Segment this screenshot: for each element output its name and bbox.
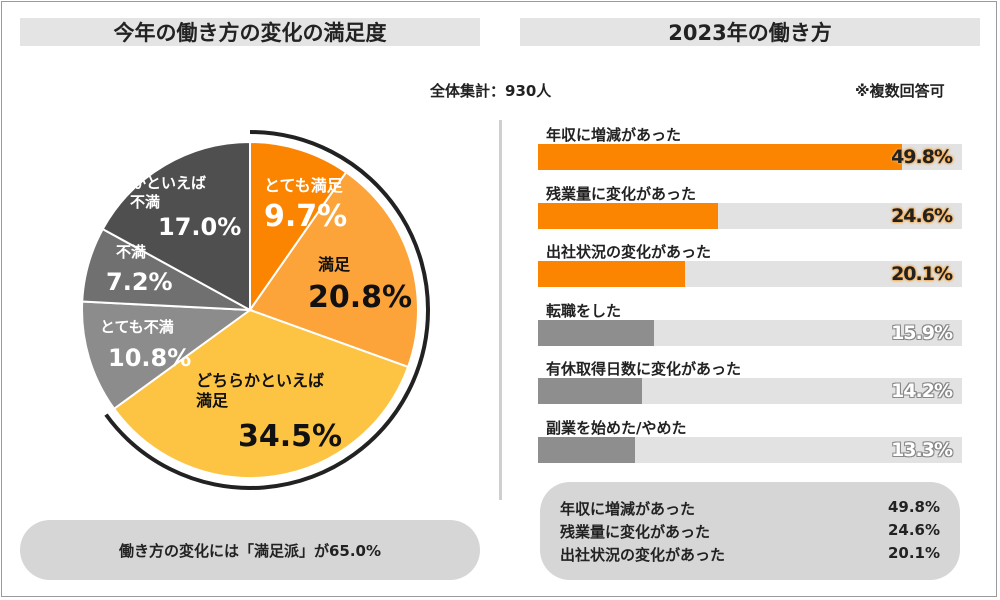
bar-track bbox=[538, 319, 962, 346]
pie-slice-name: 不満 bbox=[116, 243, 146, 261]
divider bbox=[499, 120, 502, 500]
pie-slice bbox=[249, 140, 348, 314]
bar-value: 49.8% bbox=[891, 146, 953, 168]
pie-slice-value: 17.0% bbox=[158, 213, 241, 241]
bar bbox=[538, 261, 685, 287]
pie-slice-value: 7.2% bbox=[106, 268, 173, 296]
satisfied-arc bbox=[104, 130, 430, 490]
pie-slice-name: とても満足 bbox=[264, 176, 344, 195]
pie-slice-name: とても不満 bbox=[100, 318, 174, 336]
pie-slice bbox=[101, 140, 251, 312]
bar-label: 残業量に変化があった bbox=[546, 184, 697, 203]
bar-track bbox=[538, 378, 962, 404]
summary-label: 年収に増減があった bbox=[560, 500, 696, 518]
bar-chart-title: 2023年の働き方 bbox=[520, 18, 980, 46]
bar-value: 24.6% bbox=[891, 204, 953, 227]
pie-slice bbox=[81, 300, 253, 411]
bar-label: 副業を始めた/やめた bbox=[546, 418, 687, 437]
bar-track bbox=[538, 261, 962, 287]
pie-slice-name: どちらかといえば満足 bbox=[196, 371, 324, 410]
bar bbox=[538, 436, 636, 463]
bar bbox=[538, 378, 642, 404]
bar bbox=[538, 144, 903, 170]
satisfaction-summary: 働き方の変化には「満足派」が65.0% bbox=[20, 520, 480, 580]
bar bbox=[538, 202, 718, 229]
bar-label: 有休取得日数に変化があった bbox=[546, 360, 742, 378]
pie-slice bbox=[248, 170, 419, 369]
bar bbox=[538, 319, 655, 346]
bar-value: 13.3% bbox=[891, 438, 953, 461]
pie-slice-value: 34.5% bbox=[238, 419, 342, 454]
summary-value: 24.6% bbox=[887, 521, 940, 539]
bar-value: 14.2% bbox=[891, 380, 953, 402]
total-respondents: 全体集計：930人 bbox=[430, 82, 552, 100]
pie-slice-value: 10.8% bbox=[108, 344, 191, 372]
pie-chart: とても満足 9.7% 満足 20.8% どちらかといえば満足 34.5% とても不満 10.8… bbox=[81, 130, 430, 490]
summary-value: 49.8% bbox=[887, 498, 940, 516]
pie-chart-title: 今年の働き方の変化の満足度 bbox=[20, 18, 480, 46]
top3-summary: 年収に増減があった 49.8% 残業量に変化があった 24.6% 出社状況の変化… bbox=[540, 482, 960, 580]
bar-track bbox=[538, 144, 962, 170]
pie-slice-name: 満足 bbox=[318, 255, 351, 274]
multiple-answers-note: ※複数回答可 bbox=[855, 82, 945, 100]
summary-label: 出社状況の変化があった bbox=[560, 546, 726, 564]
bar-value: 15.9% bbox=[891, 321, 953, 344]
pie-slice-name: どちらかといえば不満 bbox=[86, 174, 206, 211]
pie-slice-value: 9.7% bbox=[264, 199, 347, 234]
summary-value: 20.1% bbox=[887, 544, 940, 562]
bar-label: 転職をした bbox=[546, 301, 622, 320]
bar-value: 20.1% bbox=[891, 263, 953, 285]
bar-label: 出社状況の変化があった bbox=[546, 243, 712, 261]
bar-track bbox=[538, 202, 962, 229]
bar-track bbox=[538, 436, 962, 463]
bar-label: 年収に増減があった bbox=[546, 126, 682, 144]
pie-slice bbox=[112, 308, 410, 479]
summary-label: 残業量に変化があった bbox=[560, 523, 711, 541]
pie-slice-value: 20.8% bbox=[308, 280, 412, 315]
